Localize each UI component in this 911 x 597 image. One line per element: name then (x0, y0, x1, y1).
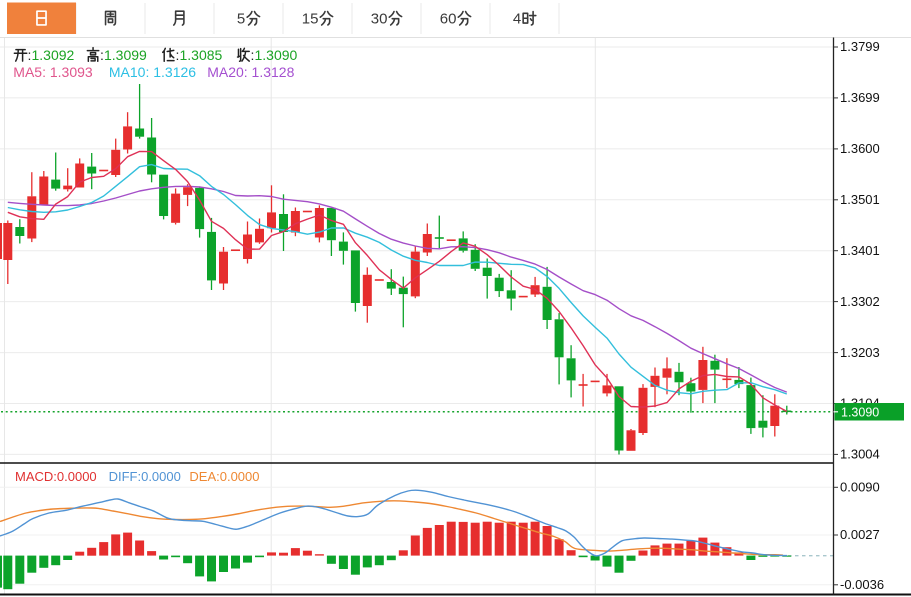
svg-text:MA20: 1.3128: MA20: 1.3128 (207, 64, 294, 80)
svg-text:1.3099: 1.3099 (104, 47, 147, 63)
svg-text:1.3092: 1.3092 (32, 47, 75, 63)
svg-text:1.3501: 1.3501 (840, 192, 880, 207)
svg-text:1.3203: 1.3203 (840, 345, 880, 360)
svg-text:MA10: 1.3126: MA10: 1.3126 (109, 64, 196, 80)
svg-text:1.3401: 1.3401 (840, 243, 880, 258)
svg-text:4: 4 (513, 11, 521, 28)
svg-text:DIFF:0.0000: DIFF:0.0000 (109, 469, 181, 484)
svg-text:30: 30 (371, 11, 388, 28)
svg-text::: : (251, 47, 255, 63)
svg-text:1.3090: 1.3090 (255, 47, 298, 63)
svg-text:15: 15 (302, 11, 319, 28)
svg-text:1.3799: 1.3799 (840, 39, 880, 54)
svg-text::: : (176, 47, 180, 63)
svg-text:1.3699: 1.3699 (840, 90, 880, 105)
svg-text:1.3004: 1.3004 (840, 447, 880, 462)
svg-text:DEA:0.0000: DEA:0.0000 (189, 469, 259, 484)
svg-text:1.3085: 1.3085 (180, 47, 223, 63)
svg-text:-0.0036: -0.0036 (840, 577, 884, 592)
svg-text:5: 5 (237, 11, 245, 28)
svg-text:1.3090: 1.3090 (841, 406, 879, 420)
svg-text:1.3302: 1.3302 (840, 294, 880, 309)
svg-text:0.0027: 0.0027 (840, 527, 880, 542)
svg-text:1.3600: 1.3600 (840, 141, 880, 156)
svg-text:60: 60 (440, 11, 457, 28)
svg-text::: : (28, 47, 32, 63)
svg-text:0.0090: 0.0090 (840, 480, 880, 495)
svg-text:MA5: 1.3093: MA5: 1.3093 (13, 64, 93, 80)
svg-text::: : (100, 47, 104, 63)
svg-text:MACD:0.0000: MACD:0.0000 (15, 469, 97, 484)
